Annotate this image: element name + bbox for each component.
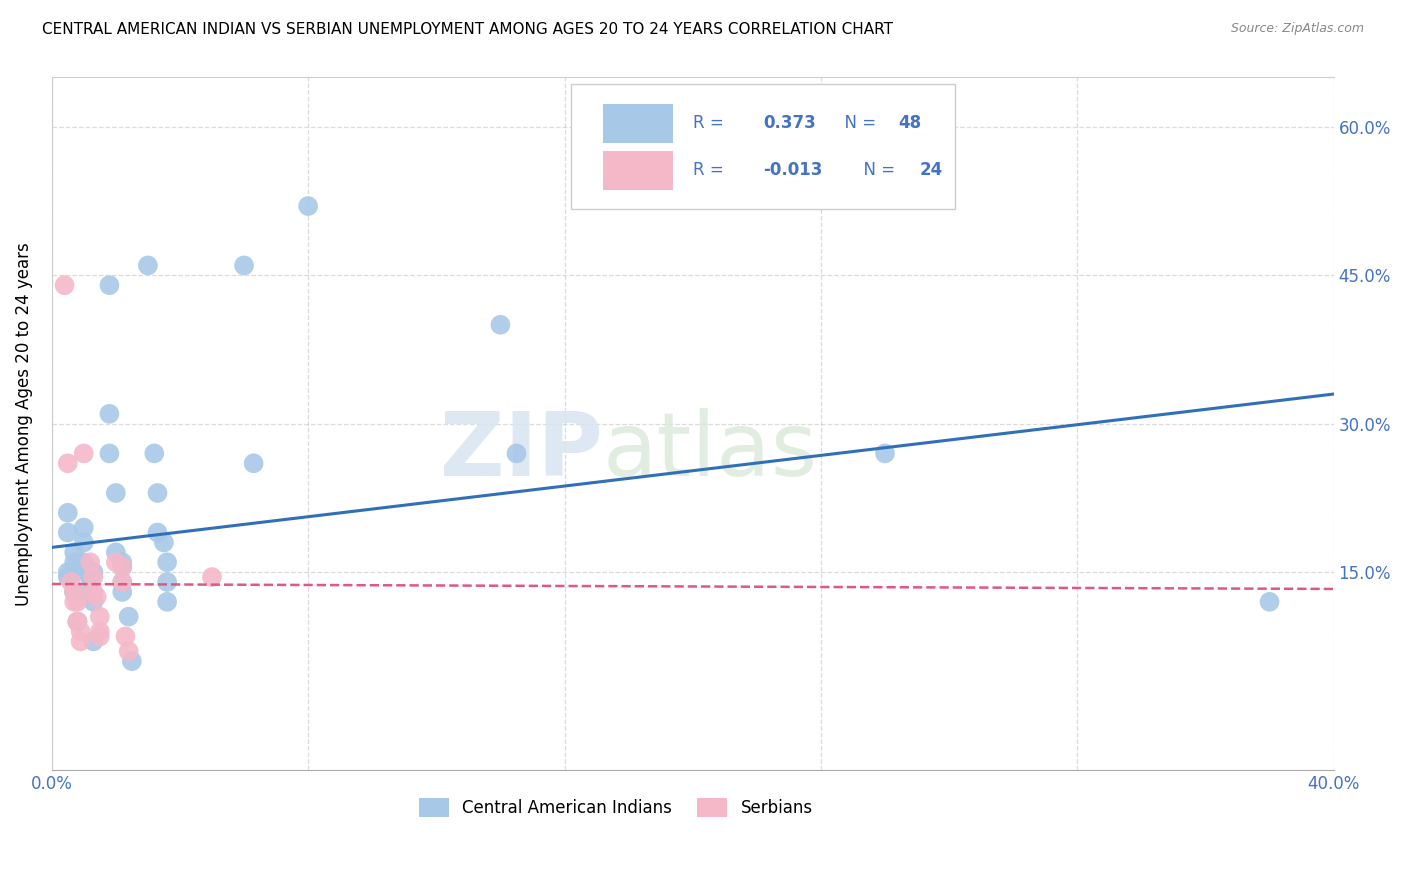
Point — [89, 609, 111, 624]
Point — [143, 446, 166, 460]
Text: 24: 24 — [920, 161, 943, 179]
Point — [98, 407, 121, 421]
Point — [63, 545, 86, 559]
Point — [86, 590, 108, 604]
Point — [111, 574, 134, 589]
Point — [104, 486, 127, 500]
Point — [146, 486, 169, 500]
Point — [59, 574, 82, 589]
Point — [73, 555, 96, 569]
Point — [156, 555, 179, 569]
Point — [66, 595, 89, 609]
Text: atlas: atlas — [603, 408, 818, 495]
Point — [297, 199, 319, 213]
Point — [104, 555, 127, 569]
Text: R =: R = — [693, 114, 728, 132]
Point — [66, 615, 89, 629]
Point — [98, 278, 121, 293]
Point — [1258, 595, 1281, 609]
Point — [617, 150, 640, 164]
Point — [79, 555, 101, 569]
Text: ZIP: ZIP — [440, 408, 603, 495]
Point — [489, 318, 512, 332]
Point — [233, 259, 256, 273]
Text: 48: 48 — [898, 114, 921, 132]
FancyBboxPatch shape — [571, 85, 956, 209]
Point — [63, 585, 86, 599]
Point — [69, 634, 91, 648]
Point — [873, 446, 896, 460]
Point — [63, 585, 86, 599]
Point — [121, 654, 143, 668]
Point — [114, 629, 136, 643]
Point — [104, 545, 127, 559]
Point — [56, 565, 79, 579]
Point — [118, 609, 141, 624]
Point — [111, 574, 134, 589]
Point — [82, 585, 104, 599]
Point — [89, 629, 111, 643]
Point — [201, 570, 224, 584]
Point — [118, 644, 141, 658]
Text: CENTRAL AMERICAN INDIAN VS SERBIAN UNEMPLOYMENT AMONG AGES 20 TO 24 YEARS CORREL: CENTRAL AMERICAN INDIAN VS SERBIAN UNEMP… — [42, 22, 893, 37]
Point — [56, 506, 79, 520]
Text: N =: N = — [853, 161, 900, 179]
Point — [82, 565, 104, 579]
Point — [73, 520, 96, 534]
Point — [69, 624, 91, 639]
Point — [56, 456, 79, 470]
Point — [79, 585, 101, 599]
Point — [98, 446, 121, 460]
Point — [111, 560, 134, 574]
Text: Source: ZipAtlas.com: Source: ZipAtlas.com — [1230, 22, 1364, 36]
Point — [66, 615, 89, 629]
Point — [63, 555, 86, 569]
Point — [79, 565, 101, 579]
Point — [56, 570, 79, 584]
FancyBboxPatch shape — [603, 151, 673, 190]
Point — [66, 615, 89, 629]
Text: -0.013: -0.013 — [763, 161, 823, 179]
Text: 0.373: 0.373 — [763, 114, 815, 132]
Point — [53, 278, 76, 293]
Point — [73, 560, 96, 574]
Point — [79, 570, 101, 584]
Point — [63, 585, 86, 599]
Point — [63, 595, 86, 609]
Point — [82, 634, 104, 648]
Point — [111, 560, 134, 574]
Text: R =: R = — [693, 161, 728, 179]
Point — [136, 259, 159, 273]
Point — [82, 570, 104, 584]
Text: N =: N = — [834, 114, 882, 132]
Point — [82, 595, 104, 609]
Point — [89, 624, 111, 639]
Point — [505, 446, 527, 460]
Point — [63, 565, 86, 579]
Legend: Central American Indians, Serbians: Central American Indians, Serbians — [412, 791, 820, 824]
Point — [79, 570, 101, 584]
Point — [111, 555, 134, 569]
Point — [146, 525, 169, 540]
Y-axis label: Unemployment Among Ages 20 to 24 years: Unemployment Among Ages 20 to 24 years — [15, 242, 32, 606]
Point — [111, 585, 134, 599]
Point — [153, 535, 176, 549]
Point — [156, 574, 179, 589]
Point — [242, 456, 264, 470]
Point — [156, 595, 179, 609]
FancyBboxPatch shape — [603, 103, 673, 143]
Point — [73, 535, 96, 549]
Point — [56, 525, 79, 540]
Point — [73, 446, 96, 460]
